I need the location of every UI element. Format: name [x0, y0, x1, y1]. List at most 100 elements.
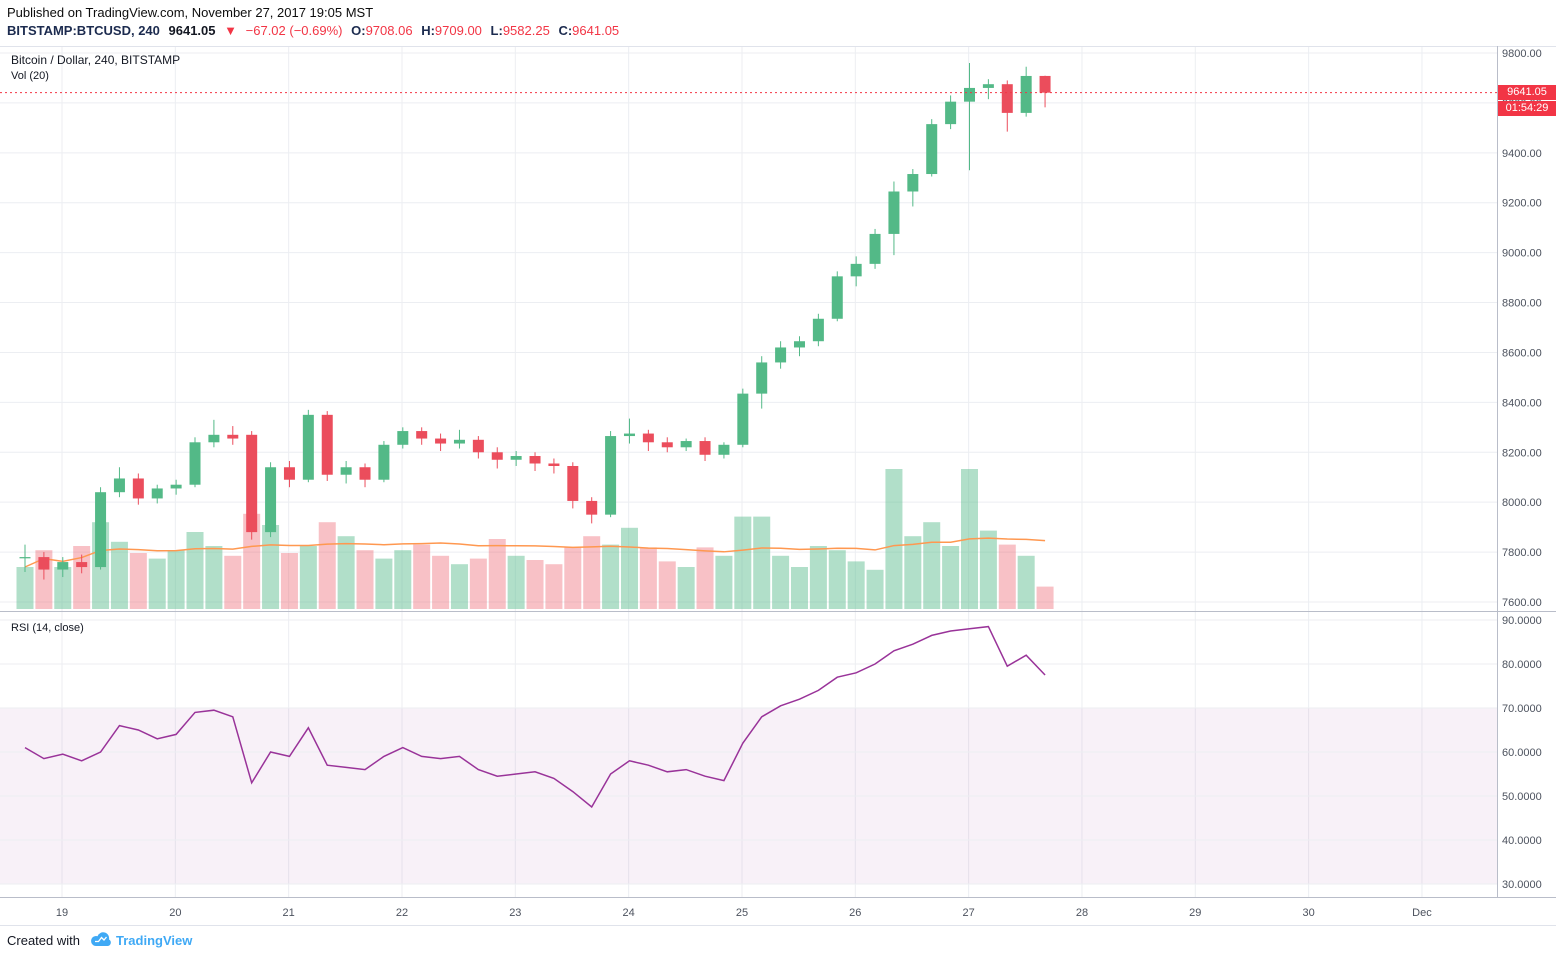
- volume-bar: [979, 530, 997, 609]
- volume-bar: [526, 560, 544, 609]
- candle-body: [982, 84, 994, 88]
- volume-bar: [677, 567, 695, 609]
- volume-bars: [16, 469, 1054, 609]
- svg-text:21: 21: [283, 907, 295, 919]
- svg-text:40.0000: 40.0000: [1502, 835, 1542, 847]
- volume-bar: [847, 561, 865, 609]
- candle-body: [831, 276, 843, 319]
- volume-bar: [715, 555, 733, 609]
- price-axis[interactable]: 9800.009600.009400.009200.009000.008800.…: [1502, 48, 1542, 609]
- svg-text:22: 22: [396, 907, 408, 919]
- volume-bar: [772, 555, 790, 609]
- volume-bar: [432, 555, 450, 609]
- candle-body: [359, 467, 371, 480]
- svg-text:7800.00: 7800.00: [1502, 547, 1542, 559]
- rsi-axis[interactable]: 90.0000 80.0000 70.0000 60.0000 50.0000 40.00…: [1502, 615, 1542, 891]
- candle-body: [529, 456, 541, 464]
- candle-body: [926, 124, 938, 175]
- volume-bar: [696, 547, 714, 609]
- svg-text:60.0000: 60.0000: [1502, 747, 1542, 759]
- volume-bar: [1036, 586, 1054, 609]
- pane-title[interactable]: Bitcoin / Dollar, 240, BITSTAMP: [11, 53, 181, 67]
- svg-text:26: 26: [849, 907, 861, 919]
- volume-bar: [450, 564, 468, 609]
- header-change: −67.02 (−0.69%): [245, 23, 343, 38]
- volume-bar: [507, 555, 525, 609]
- volume-bar: [998, 544, 1016, 609]
- candle-body: [265, 467, 277, 533]
- candle-body: [737, 393, 749, 445]
- candle-body: [945, 101, 957, 125]
- candle-body: [964, 87, 975, 102]
- rsi-study-label[interactable]: RSI (14, close): [11, 622, 84, 634]
- candle-body: [642, 433, 654, 443]
- volume-bar: [129, 553, 147, 609]
- candle-body: [416, 431, 428, 439]
- volume-bar: [658, 561, 676, 609]
- svg-text:50.0000: 50.0000: [1502, 791, 1542, 803]
- volume-bar: [885, 469, 903, 609]
- volume-study-label[interactable]: Vol (20): [11, 70, 49, 82]
- svg-text:80.0000: 80.0000: [1502, 659, 1542, 671]
- volume-bar: [904, 536, 922, 609]
- volume-bar: [262, 525, 280, 609]
- candle-body: [472, 439, 484, 453]
- volume-bar: [545, 564, 563, 609]
- svg-text:19: 19: [56, 907, 68, 919]
- countdown-badge: 01:54:29: [1498, 101, 1556, 117]
- volume-bar: [809, 546, 827, 609]
- down-arrow-icon: ▼: [224, 23, 238, 38]
- svg-text:90.0000: 90.0000: [1502, 615, 1542, 627]
- candle-body: [605, 436, 617, 515]
- rsi-gridlines: [0, 619, 1497, 885]
- volume-ma-line: [24, 537, 1046, 568]
- created-with-text: Created with: [7, 933, 80, 948]
- volume-bar: [243, 513, 261, 609]
- candle-body: [907, 174, 919, 192]
- candle-body: [888, 191, 900, 234]
- volume-bar: [828, 550, 846, 609]
- volume-bar: [54, 567, 72, 609]
- volume-bar: [299, 546, 317, 609]
- candle-body: [246, 434, 258, 533]
- candle-body: [510, 456, 522, 460]
- volume-bar: [753, 516, 771, 609]
- candle-body: [170, 484, 182, 489]
- svg-text:9000.00: 9000.00: [1502, 248, 1542, 260]
- svg-text:8400.00: 8400.00: [1502, 397, 1542, 409]
- symbol[interactable]: BITSTAMP:BTCUSD, 240: [7, 23, 160, 38]
- tradingview-logo-icon[interactable]: [90, 932, 112, 952]
- svg-text:8200.00: 8200.00: [1502, 447, 1542, 459]
- svg-text:Dec: Dec: [1412, 907, 1432, 919]
- volume-bar: [148, 558, 166, 609]
- candle-body: [718, 444, 730, 455]
- tradingview-brand[interactable]: TradingView: [116, 933, 193, 948]
- volume-bar: [205, 546, 223, 609]
- price-gridlines: [0, 52, 1497, 603]
- candle-body: [321, 414, 333, 475]
- volume-bar: [469, 558, 487, 609]
- volume-bar: [413, 544, 431, 609]
- candle-body: [435, 438, 447, 444]
- svg-text:20: 20: [169, 907, 181, 919]
- volume-bar: [375, 558, 393, 609]
- candle-body: [850, 263, 862, 277]
- candle-body: [397, 431, 409, 445]
- candles: [19, 62, 1051, 580]
- volume-bar: [734, 516, 752, 609]
- published-line: Published on TradingView.com, November 2…: [7, 5, 374, 20]
- volume-bar: [620, 527, 638, 609]
- candle-body: [699, 441, 711, 455]
- volume-bar: [337, 536, 355, 609]
- volume-bar: [1017, 555, 1035, 609]
- svg-text:27: 27: [963, 907, 975, 919]
- time-axis[interactable]: 19 20 21 22 23 24 25 26 27 28 29 30 Dec: [56, 907, 1432, 919]
- rsi-line: [24, 625, 1046, 809]
- svg-text:9200.00: 9200.00: [1502, 198, 1542, 210]
- candle-body: [378, 444, 390, 480]
- volume-bar: [356, 550, 374, 609]
- volume-bar: [564, 547, 582, 609]
- ohlc-low: L:9582.25: [490, 23, 550, 38]
